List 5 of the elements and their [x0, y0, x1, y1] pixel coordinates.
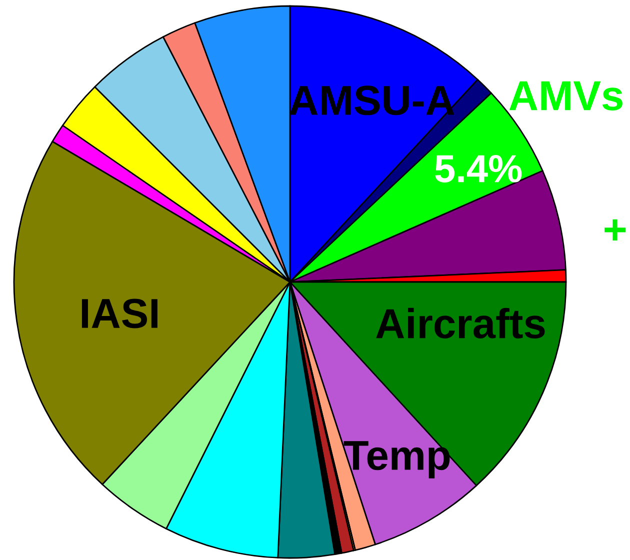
slice-label: Aircrafts	[376, 308, 545, 338]
slice-label: AMVs	[509, 81, 622, 110]
slice-label: IASI	[82, 298, 158, 328]
data-label: 5.4%	[435, 155, 522, 182]
text: +	[604, 219, 626, 240]
